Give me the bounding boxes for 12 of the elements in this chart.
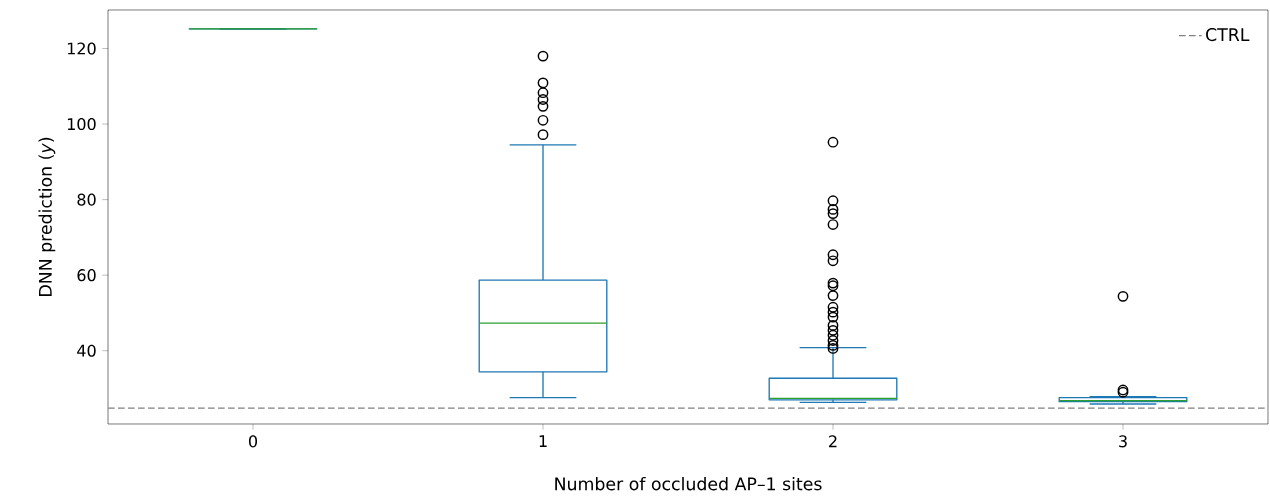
legend-label: CTRL: [1206, 28, 1250, 42]
y-tick-label: 120: [67, 42, 96, 55]
x-tick-label: 0: [248, 435, 258, 448]
y-axis-title: DNN prediction (y): [38, 137, 56, 296]
y-tick-label: 60: [77, 269, 96, 282]
y-tick-label: 80: [77, 193, 96, 206]
y-tick-label: 100: [67, 118, 96, 131]
y-tick-label: 40: [77, 344, 96, 357]
x-tick-label: 1: [539, 435, 547, 447]
x-axis-title: Number of occluded AP–1 sites: [555, 476, 822, 491]
x-tick-label: 3: [1119, 435, 1127, 448]
x-tick-label: 2: [829, 435, 837, 448]
